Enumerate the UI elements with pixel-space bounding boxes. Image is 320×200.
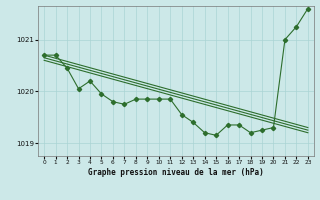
X-axis label: Graphe pression niveau de la mer (hPa): Graphe pression niveau de la mer (hPa)	[88, 168, 264, 177]
